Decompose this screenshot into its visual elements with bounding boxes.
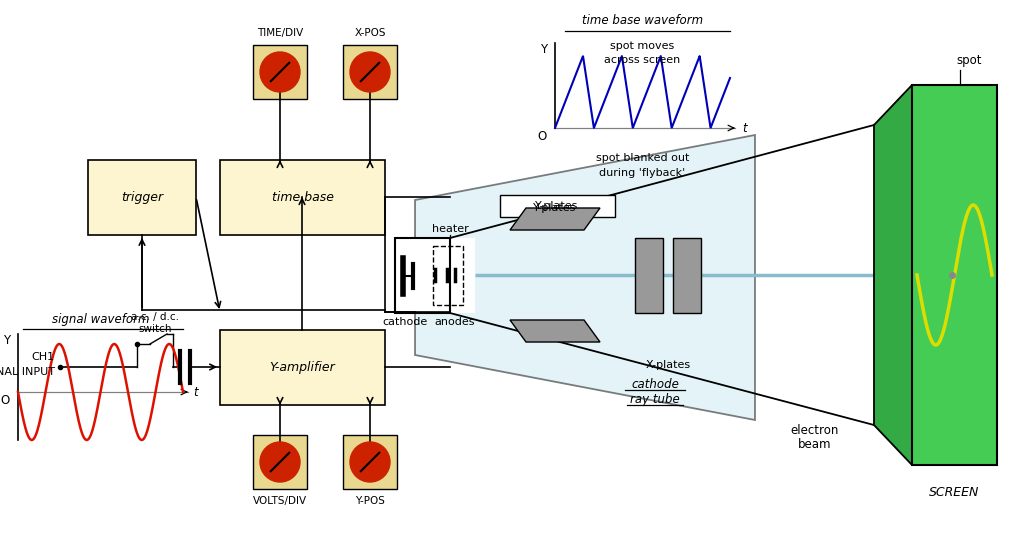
Polygon shape: [415, 135, 755, 420]
Text: CH1: CH1: [32, 352, 55, 362]
FancyBboxPatch shape: [88, 160, 196, 235]
Text: signal waveform: signal waveform: [52, 312, 149, 326]
Text: ray tube: ray tube: [630, 393, 680, 407]
FancyBboxPatch shape: [395, 238, 450, 313]
Text: spot moves: spot moves: [611, 41, 674, 51]
Text: TIME/DIV: TIME/DIV: [257, 28, 303, 38]
Text: cathode: cathode: [383, 317, 428, 327]
Polygon shape: [874, 85, 911, 465]
FancyBboxPatch shape: [253, 45, 307, 99]
Text: Y: Y: [540, 43, 547, 56]
FancyBboxPatch shape: [343, 45, 397, 99]
Text: Y-POS: Y-POS: [355, 496, 385, 506]
Text: O: O: [1, 394, 10, 407]
FancyBboxPatch shape: [635, 238, 663, 313]
Text: trigger: trigger: [121, 191, 163, 204]
Text: spot: spot: [957, 54, 982, 67]
FancyBboxPatch shape: [500, 195, 615, 217]
Text: O: O: [538, 130, 547, 143]
Text: Y-amplifier: Y-amplifier: [270, 361, 336, 374]
Text: Y-plates: Y-plates: [535, 201, 579, 211]
Text: t: t: [193, 386, 197, 398]
FancyBboxPatch shape: [343, 435, 397, 489]
Circle shape: [350, 442, 390, 482]
FancyBboxPatch shape: [911, 85, 997, 465]
Polygon shape: [510, 320, 601, 342]
Text: t: t: [742, 122, 747, 134]
Text: heater: heater: [432, 224, 469, 234]
Text: a.c. / d.c.: a.c. / d.c.: [131, 312, 179, 322]
Text: electron: electron: [791, 424, 839, 436]
Text: X-POS: X-POS: [354, 28, 386, 38]
Text: Y-plates: Y-plates: [533, 203, 577, 213]
Text: SCREEN: SCREEN: [929, 487, 980, 500]
Text: switch: switch: [138, 324, 172, 334]
Text: during 'flyback': during 'flyback': [599, 168, 685, 178]
Text: SIGNAL INPUT: SIGNAL INPUT: [0, 367, 55, 377]
Circle shape: [260, 52, 300, 92]
Text: across screen: across screen: [605, 55, 680, 65]
FancyBboxPatch shape: [395, 238, 475, 313]
Polygon shape: [510, 208, 601, 230]
Text: anodes: anodes: [435, 317, 476, 327]
Text: beam: beam: [798, 439, 832, 451]
Circle shape: [350, 52, 390, 92]
Text: VOLTS/DIV: VOLTS/DIV: [253, 496, 307, 506]
FancyBboxPatch shape: [220, 160, 385, 235]
Text: X-plates: X-plates: [646, 360, 691, 370]
FancyBboxPatch shape: [220, 330, 385, 405]
FancyBboxPatch shape: [253, 435, 307, 489]
Text: time base waveform: time base waveform: [582, 14, 703, 26]
FancyBboxPatch shape: [673, 238, 701, 313]
Text: time base: time base: [271, 191, 333, 204]
Text: Y: Y: [3, 334, 10, 347]
Text: cathode: cathode: [631, 379, 679, 392]
Circle shape: [260, 442, 300, 482]
Text: spot blanked out: spot blanked out: [595, 153, 690, 163]
